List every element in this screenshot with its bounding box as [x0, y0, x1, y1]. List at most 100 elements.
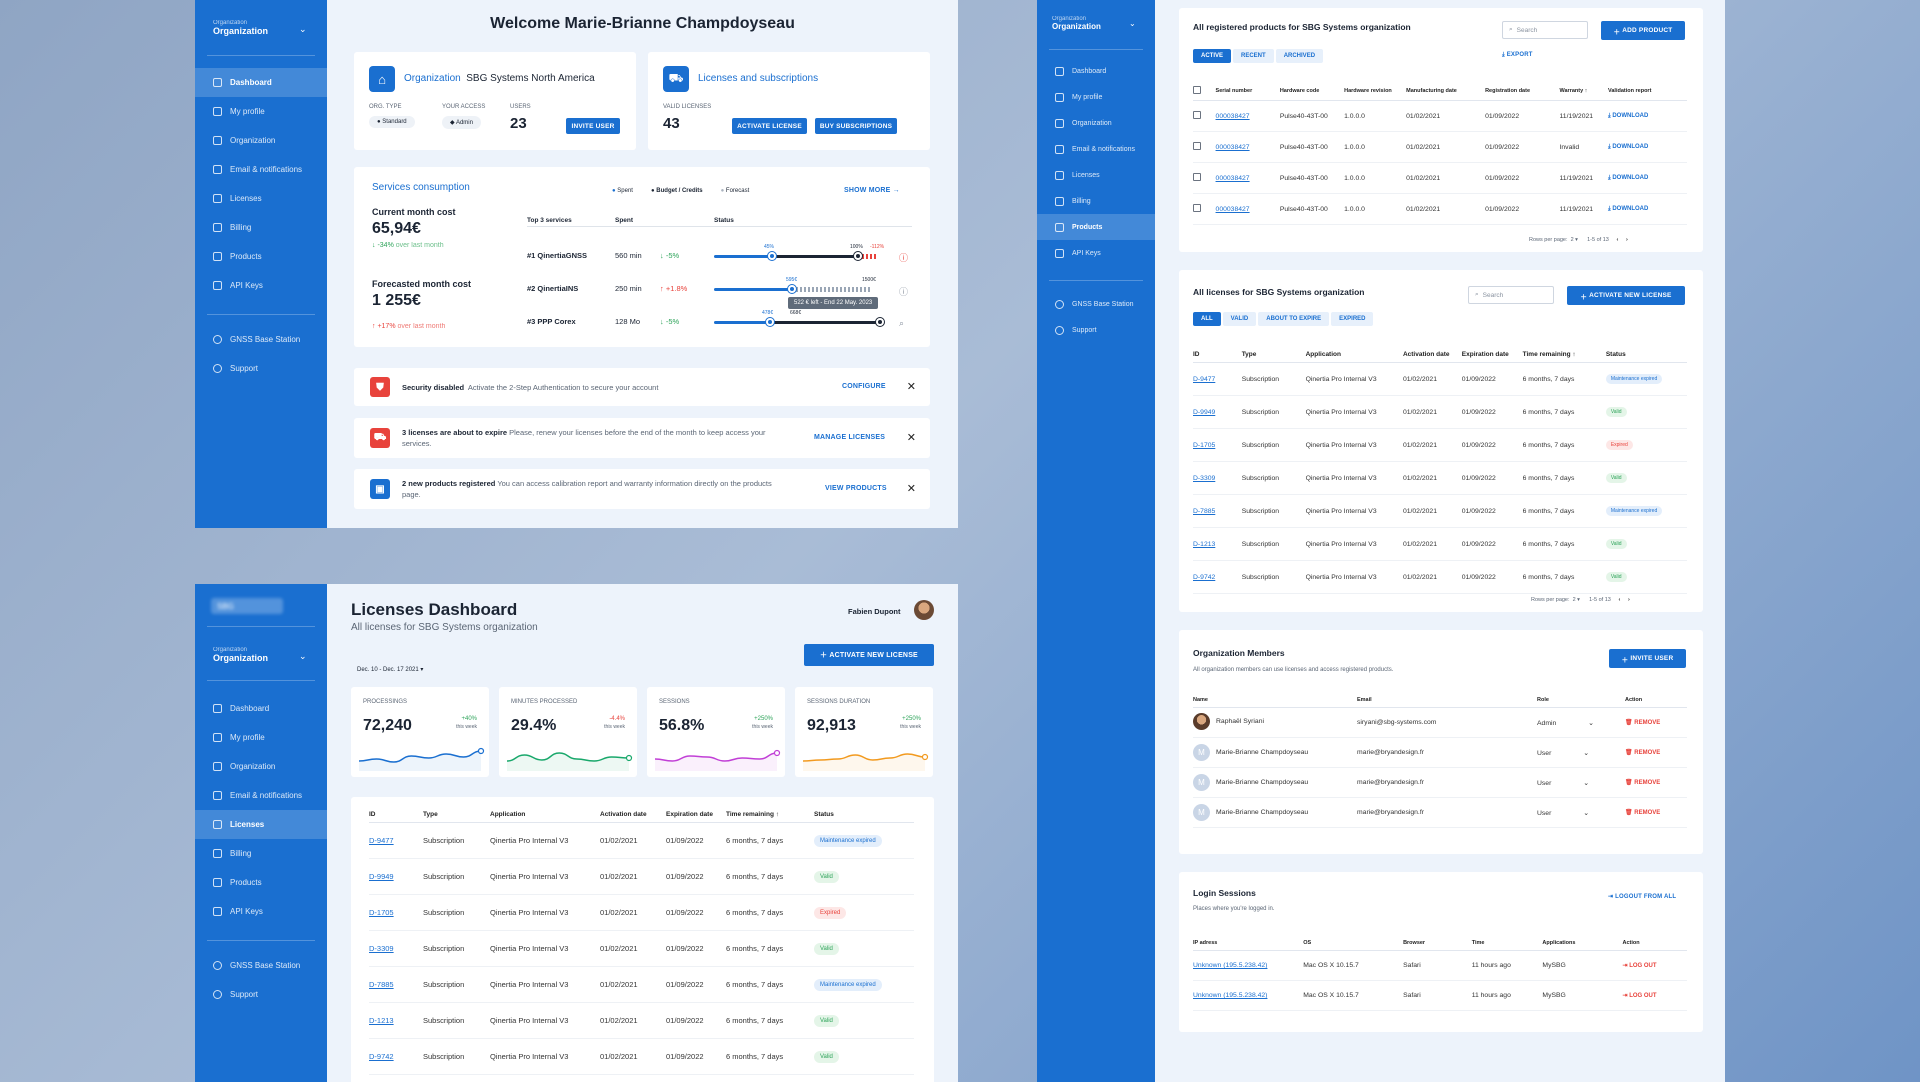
sidebar-item-gnss-base-station[interactable]: GNSS Base Station	[195, 951, 327, 980]
role-select[interactable]: User ⌄	[1537, 737, 1625, 768]
sidebar-item-my-profile[interactable]: My profile	[1037, 84, 1155, 110]
sidebar-item-my-profile[interactable]: My profile	[195, 97, 327, 126]
activate-license-button[interactable]: ACTIVATE LICENSE	[732, 118, 807, 134]
col-header[interactable]: Time remaining ↑	[726, 807, 814, 823]
logout-button[interactable]: ⇥ LOG OUT	[1622, 980, 1687, 1011]
table-row[interactable]: D-1213 Subscription Qinertia Pro Internal …	[1193, 527, 1687, 561]
table-row[interactable]: D-9477 Subscription Qinertia Pro Internal …	[369, 822, 914, 859]
col-header[interactable]: Warranty ↑	[1559, 82, 1608, 101]
rows-per-page[interactable]: 2	[1572, 597, 1576, 603]
serial-link[interactable]: 000038427	[1215, 174, 1250, 182]
role-select[interactable]: User ⌄	[1537, 767, 1625, 798]
remove-button[interactable]: 🗑 REMOVE	[1625, 707, 1687, 738]
table-row[interactable]: 000038427 Pulse40-43T-00 1.0.0.0 01/02/2021…	[1193, 193, 1687, 225]
next-page-icon[interactable]: ›	[1627, 597, 1630, 603]
chevron-down-icon[interactable]: ⌄	[299, 24, 307, 34]
invite-user-button[interactable]: INVITE USER	[566, 118, 620, 134]
sidebar-item-support[interactable]: Support	[1037, 317, 1155, 343]
row-checkbox[interactable]	[1193, 142, 1201, 150]
chevron-down-icon[interactable]: ⌄	[299, 651, 307, 661]
license-id-link[interactable]: D-9742	[369, 1052, 394, 1061]
sidebar-item-gnss-base-station[interactable]: GNSS Base Station	[195, 325, 327, 354]
search-input[interactable]: ⌕ Search	[1468, 286, 1554, 304]
license-id-link[interactable]: D-9477	[1193, 375, 1216, 383]
table-row[interactable]: D-7885 Subscription Qinertia Pro Internal …	[369, 966, 914, 1003]
close-icon[interactable]: ✕	[906, 432, 916, 444]
logout-all-link[interactable]: ⇥ LOGOUT FROM ALL	[1608, 894, 1677, 900]
serial-link[interactable]: 000038427	[1215, 205, 1250, 213]
search-input[interactable]: ⌕ Search	[1502, 21, 1588, 39]
sidebar-item-email-notifications[interactable]: Email & notifications	[195, 155, 327, 184]
table-row[interactable]: D-3309 Subscription Qinertia Pro Internal …	[1193, 461, 1687, 495]
table-row[interactable]: D-9742 Subscription Qinertia Pro Internal …	[369, 1038, 914, 1075]
table-row[interactable]: D-1705 Subscription Qinertia Pro Internal …	[369, 894, 914, 931]
table-row[interactable]: D-1705 Subscription Qinertia Pro Internal …	[1193, 428, 1687, 462]
view-products-link[interactable]: VIEW PRODUCTS	[825, 485, 887, 492]
table-row[interactable]: D-1213 Subscription Qinertia Pro Internal …	[369, 1002, 914, 1039]
table-row[interactable]: 000038427 Pulse40-43T-00 1.0.0.0 01/02/2021…	[1193, 100, 1687, 132]
table-row[interactable]: D-9949 Subscription Qinertia Pro Internal …	[369, 858, 914, 895]
invite-user-button[interactable]: ＋ INVITE USER	[1609, 649, 1686, 668]
tab-all[interactable]: ALL	[1193, 312, 1221, 326]
license-id-link[interactable]: D-3309	[369, 944, 394, 953]
budget-knob[interactable]	[876, 318, 884, 326]
sidebar-item-organization[interactable]: Organization	[195, 126, 327, 155]
license-id-link[interactable]: D-3309	[1193, 474, 1216, 482]
close-icon[interactable]: ✕	[906, 483, 916, 495]
table-row[interactable]: D-3309 Subscription Qinertia Pro Internal …	[369, 930, 914, 967]
sidebar-item-licenses[interactable]: Licenses	[1037, 162, 1155, 188]
date-range-picker[interactable]: Dec. 10 - Dec. 17 2021 ▾	[357, 667, 424, 673]
role-select[interactable]: User ⌄	[1537, 797, 1625, 828]
org-switcher[interactable]: Organization Organization	[213, 647, 269, 663]
tab-about-to-expire[interactable]: ABOUT TO EXPIRE	[1258, 312, 1330, 326]
remove-button[interactable]: 🗑 REMOVE	[1625, 767, 1687, 798]
row-checkbox[interactable]	[1193, 111, 1201, 119]
download-link[interactable]: ⤓ DOWNLOAD	[1608, 131, 1687, 163]
org-switcher[interactable]: Organization Organization	[213, 20, 269, 36]
license-id-link[interactable]: D-1213	[1193, 540, 1216, 548]
sidebar-item-my-profile[interactable]: My profile	[195, 723, 327, 752]
buy-subscriptions-button[interactable]: BUY SUBSCRIPTIONS	[815, 118, 897, 134]
activate-new-license-button[interactable]: ＋ ACTIVATE NEW LICENSE	[1567, 286, 1685, 305]
remove-button[interactable]: 🗑 REMOVE	[1625, 797, 1687, 828]
serial-link[interactable]: 000038427	[1215, 112, 1250, 120]
configure-link[interactable]: CONFIGURE	[842, 383, 886, 390]
license-id-link[interactable]: D-9949	[369, 872, 394, 881]
manage-licenses-link[interactable]: MANAGE LICENSES	[814, 434, 886, 441]
logout-button[interactable]: ⇥ LOG OUT	[1622, 950, 1687, 981]
close-icon[interactable]: ✕	[906, 381, 916, 393]
license-id-link[interactable]: D-1213	[369, 1016, 394, 1025]
next-page-icon[interactable]: ›	[1625, 237, 1628, 243]
chevron-down-icon[interactable]: ⌄	[1129, 19, 1136, 28]
sidebar-item-gnss-base-station[interactable]: GNSS Base Station	[1037, 291, 1155, 317]
spent-knob[interactable]	[788, 285, 796, 293]
table-row[interactable]: 000038427 Pulse40-43T-00 1.0.0.0 01/02/2021…	[1193, 162, 1687, 194]
spent-knob[interactable]	[766, 318, 774, 326]
sidebar-item-dashboard[interactable]: Dashboard	[195, 694, 327, 723]
license-id-link[interactable]: D-9949	[1193, 408, 1216, 416]
activate-new-license-button[interactable]: ＋ ACTIVATE NEW LICENSE	[804, 644, 934, 666]
download-link[interactable]: ⤓ DOWNLOAD	[1608, 100, 1687, 132]
row-checkbox[interactable]	[1193, 173, 1201, 181]
license-id-link[interactable]: D-1705	[369, 908, 394, 917]
sidebar-item-licenses[interactable]: Licenses	[195, 810, 327, 839]
sidebar-item-products[interactable]: Products	[195, 242, 327, 271]
sidebar-item-email-notifications[interactable]: Email & notifications	[195, 781, 327, 810]
role-select[interactable]: Admin ⌄	[1537, 707, 1625, 738]
sidebar-item-support[interactable]: Support	[195, 354, 327, 383]
sidebar-item-api-keys[interactable]: API Keys	[195, 897, 327, 926]
tab-active[interactable]: ACTIVE	[1193, 49, 1232, 63]
sidebar-item-billing[interactable]: Billing	[195, 213, 327, 242]
ip-link[interactable]: Unknown (195.5.238.42)	[1193, 962, 1268, 969]
sidebar-item-billing[interactable]: Billing	[1037, 188, 1155, 214]
ip-link[interactable]: Unknown (195.5.238.42)	[1193, 992, 1268, 999]
show-more-link[interactable]: SHOW MORE →	[844, 187, 900, 194]
table-row[interactable]: 000038427 Pulse40-43T-00 1.0.0.0 01/02/2021…	[1193, 131, 1687, 163]
sidebar-item-billing[interactable]: Billing	[195, 839, 327, 868]
table-row[interactable]: D-9477 Subscription Qinertia Pro Internal …	[1193, 362, 1687, 396]
select-all-checkbox[interactable]	[1193, 86, 1201, 94]
license-id-link[interactable]: D-7885	[369, 980, 394, 989]
download-link[interactable]: ⤓ DOWNLOAD	[1608, 162, 1687, 194]
license-id-link[interactable]: D-7885	[1193, 507, 1216, 515]
tab-valid[interactable]: VALID	[1222, 312, 1257, 326]
